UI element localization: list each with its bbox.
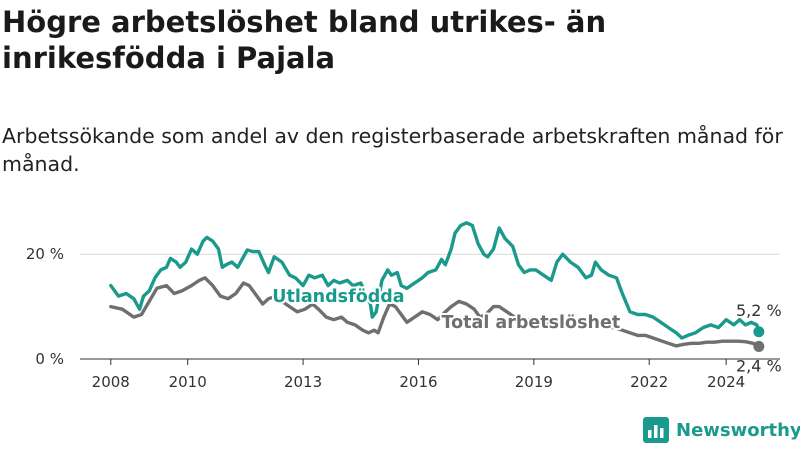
- x-tick-label: 2022: [630, 373, 668, 391]
- x-tick-label: 2016: [399, 373, 437, 391]
- x-tick-label: 2013: [284, 373, 322, 391]
- bar-chart-logo-icon: [643, 417, 669, 443]
- series-labels: 5,2 % 2,4 % Utlandsfödda Total arbetslöshet: [270, 285, 782, 375]
- end-label-total: 2,4 %: [736, 356, 782, 375]
- series-label-utlandsfodda: Utlandsfödda: [272, 287, 404, 307]
- y-tick-label: 0 %: [35, 350, 64, 368]
- end-label-utlandsfodda: 5,2 %: [736, 301, 782, 320]
- series-lines: [109, 221, 765, 352]
- chart-title: Högre arbetslöshet bland utrikes- än inr…: [2, 5, 607, 75]
- x-tick-label: 2010: [169, 373, 207, 391]
- x-tick-label: 2008: [92, 373, 130, 391]
- x-tick-label: 2019: [515, 373, 553, 391]
- logo-text: Newsworthy: [676, 419, 800, 441]
- x-tick-label: 2024: [707, 373, 745, 391]
- x-axis: 2008 2010 2013 2016 2019 2022 2024: [92, 359, 745, 391]
- chart-subtitle: Arbetssökande som andel av den registerb…: [2, 124, 783, 176]
- end-point-total: [753, 340, 765, 352]
- end-point-utlandsfodda: [753, 326, 765, 338]
- series-line-utlandsfodda: [109, 221, 761, 340]
- series-label-total: Total arbetslöshet: [442, 313, 621, 333]
- newsworthy-logo: Newsworthy: [643, 417, 800, 443]
- y-tick-label: 20 %: [26, 245, 64, 263]
- series-line-total: [109, 276, 761, 349]
